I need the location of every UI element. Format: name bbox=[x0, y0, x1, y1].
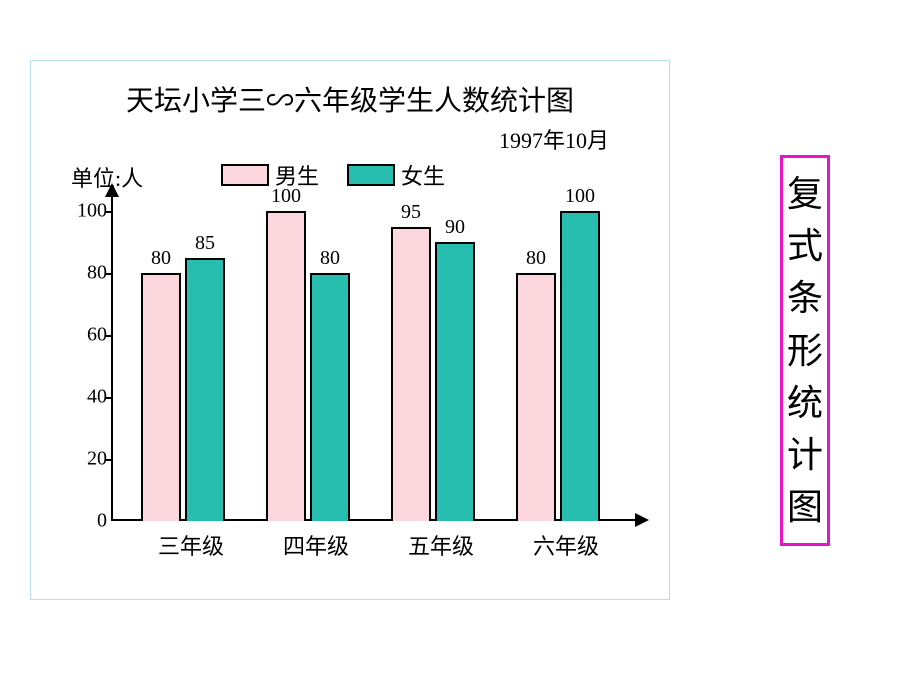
bar-male: 95 bbox=[391, 227, 431, 522]
bar-value-label: 95 bbox=[393, 201, 429, 224]
side-title-char: 形 bbox=[787, 325, 823, 377]
bar-female: 85 bbox=[185, 258, 225, 522]
side-title-char: 式 bbox=[787, 220, 823, 272]
side-title-char: 计 bbox=[787, 429, 823, 481]
category-label: 四年级 bbox=[256, 529, 376, 561]
y-tick-label: 60 bbox=[67, 324, 107, 347]
bar-male: 80 bbox=[141, 273, 181, 521]
legend-swatch-female bbox=[347, 164, 395, 186]
y-tick-mark bbox=[106, 211, 111, 213]
y-tick-label: 40 bbox=[67, 386, 107, 409]
y-tick-label: 0 bbox=[67, 510, 107, 533]
legend-label-female: 女生 bbox=[401, 159, 445, 191]
bar-female: 80 bbox=[310, 273, 350, 521]
bar-value-label: 100 bbox=[268, 185, 304, 208]
side-title-char: 图 bbox=[787, 481, 823, 533]
y-tick-label: 100 bbox=[67, 200, 107, 223]
y-axis-arrow bbox=[105, 183, 119, 197]
bar-value-label: 80 bbox=[518, 247, 554, 270]
y-tick-mark bbox=[106, 459, 111, 461]
y-tick-mark bbox=[106, 397, 111, 399]
x-axis-arrow bbox=[635, 513, 649, 527]
chart-subtitle: 1997年10月 bbox=[31, 123, 609, 155]
category-label: 三年级 bbox=[131, 529, 251, 561]
chart-panel: 天坛小学三∽六年级学生人数统计图 1997年10月 单位:人 男生 女生 020… bbox=[30, 60, 670, 600]
y-tick-label: 20 bbox=[67, 448, 107, 471]
bar-value-label: 90 bbox=[437, 216, 473, 239]
plot-area: 0204060801008085三年级10080四年级9590五年级80100六… bbox=[111, 211, 631, 521]
category-label: 六年级 bbox=[506, 529, 626, 561]
bar-male: 80 bbox=[516, 273, 556, 521]
bar-female: 100 bbox=[560, 211, 600, 521]
bar-value-label: 80 bbox=[312, 247, 348, 270]
bar-male: 100 bbox=[266, 211, 306, 521]
bar-value-label: 80 bbox=[143, 247, 179, 270]
y-tick-mark bbox=[106, 335, 111, 337]
legend-swatch-male bbox=[221, 164, 269, 186]
category-label: 五年级 bbox=[381, 529, 501, 561]
bar-female: 90 bbox=[435, 242, 475, 521]
bar-value-label: 85 bbox=[187, 232, 223, 255]
bar-value-label: 100 bbox=[562, 185, 598, 208]
side-title-box: 复式条形统计图 bbox=[780, 155, 830, 546]
y-axis bbox=[111, 191, 113, 521]
chart-title: 天坛小学三∽六年级学生人数统计图 bbox=[31, 79, 669, 119]
side-title-char: 统 bbox=[787, 377, 823, 429]
y-tick-label: 80 bbox=[67, 262, 107, 285]
y-tick-mark bbox=[106, 273, 111, 275]
side-title-char: 复 bbox=[787, 168, 823, 220]
side-title-char: 条 bbox=[787, 272, 823, 324]
legend: 男生 女生 bbox=[221, 159, 445, 191]
